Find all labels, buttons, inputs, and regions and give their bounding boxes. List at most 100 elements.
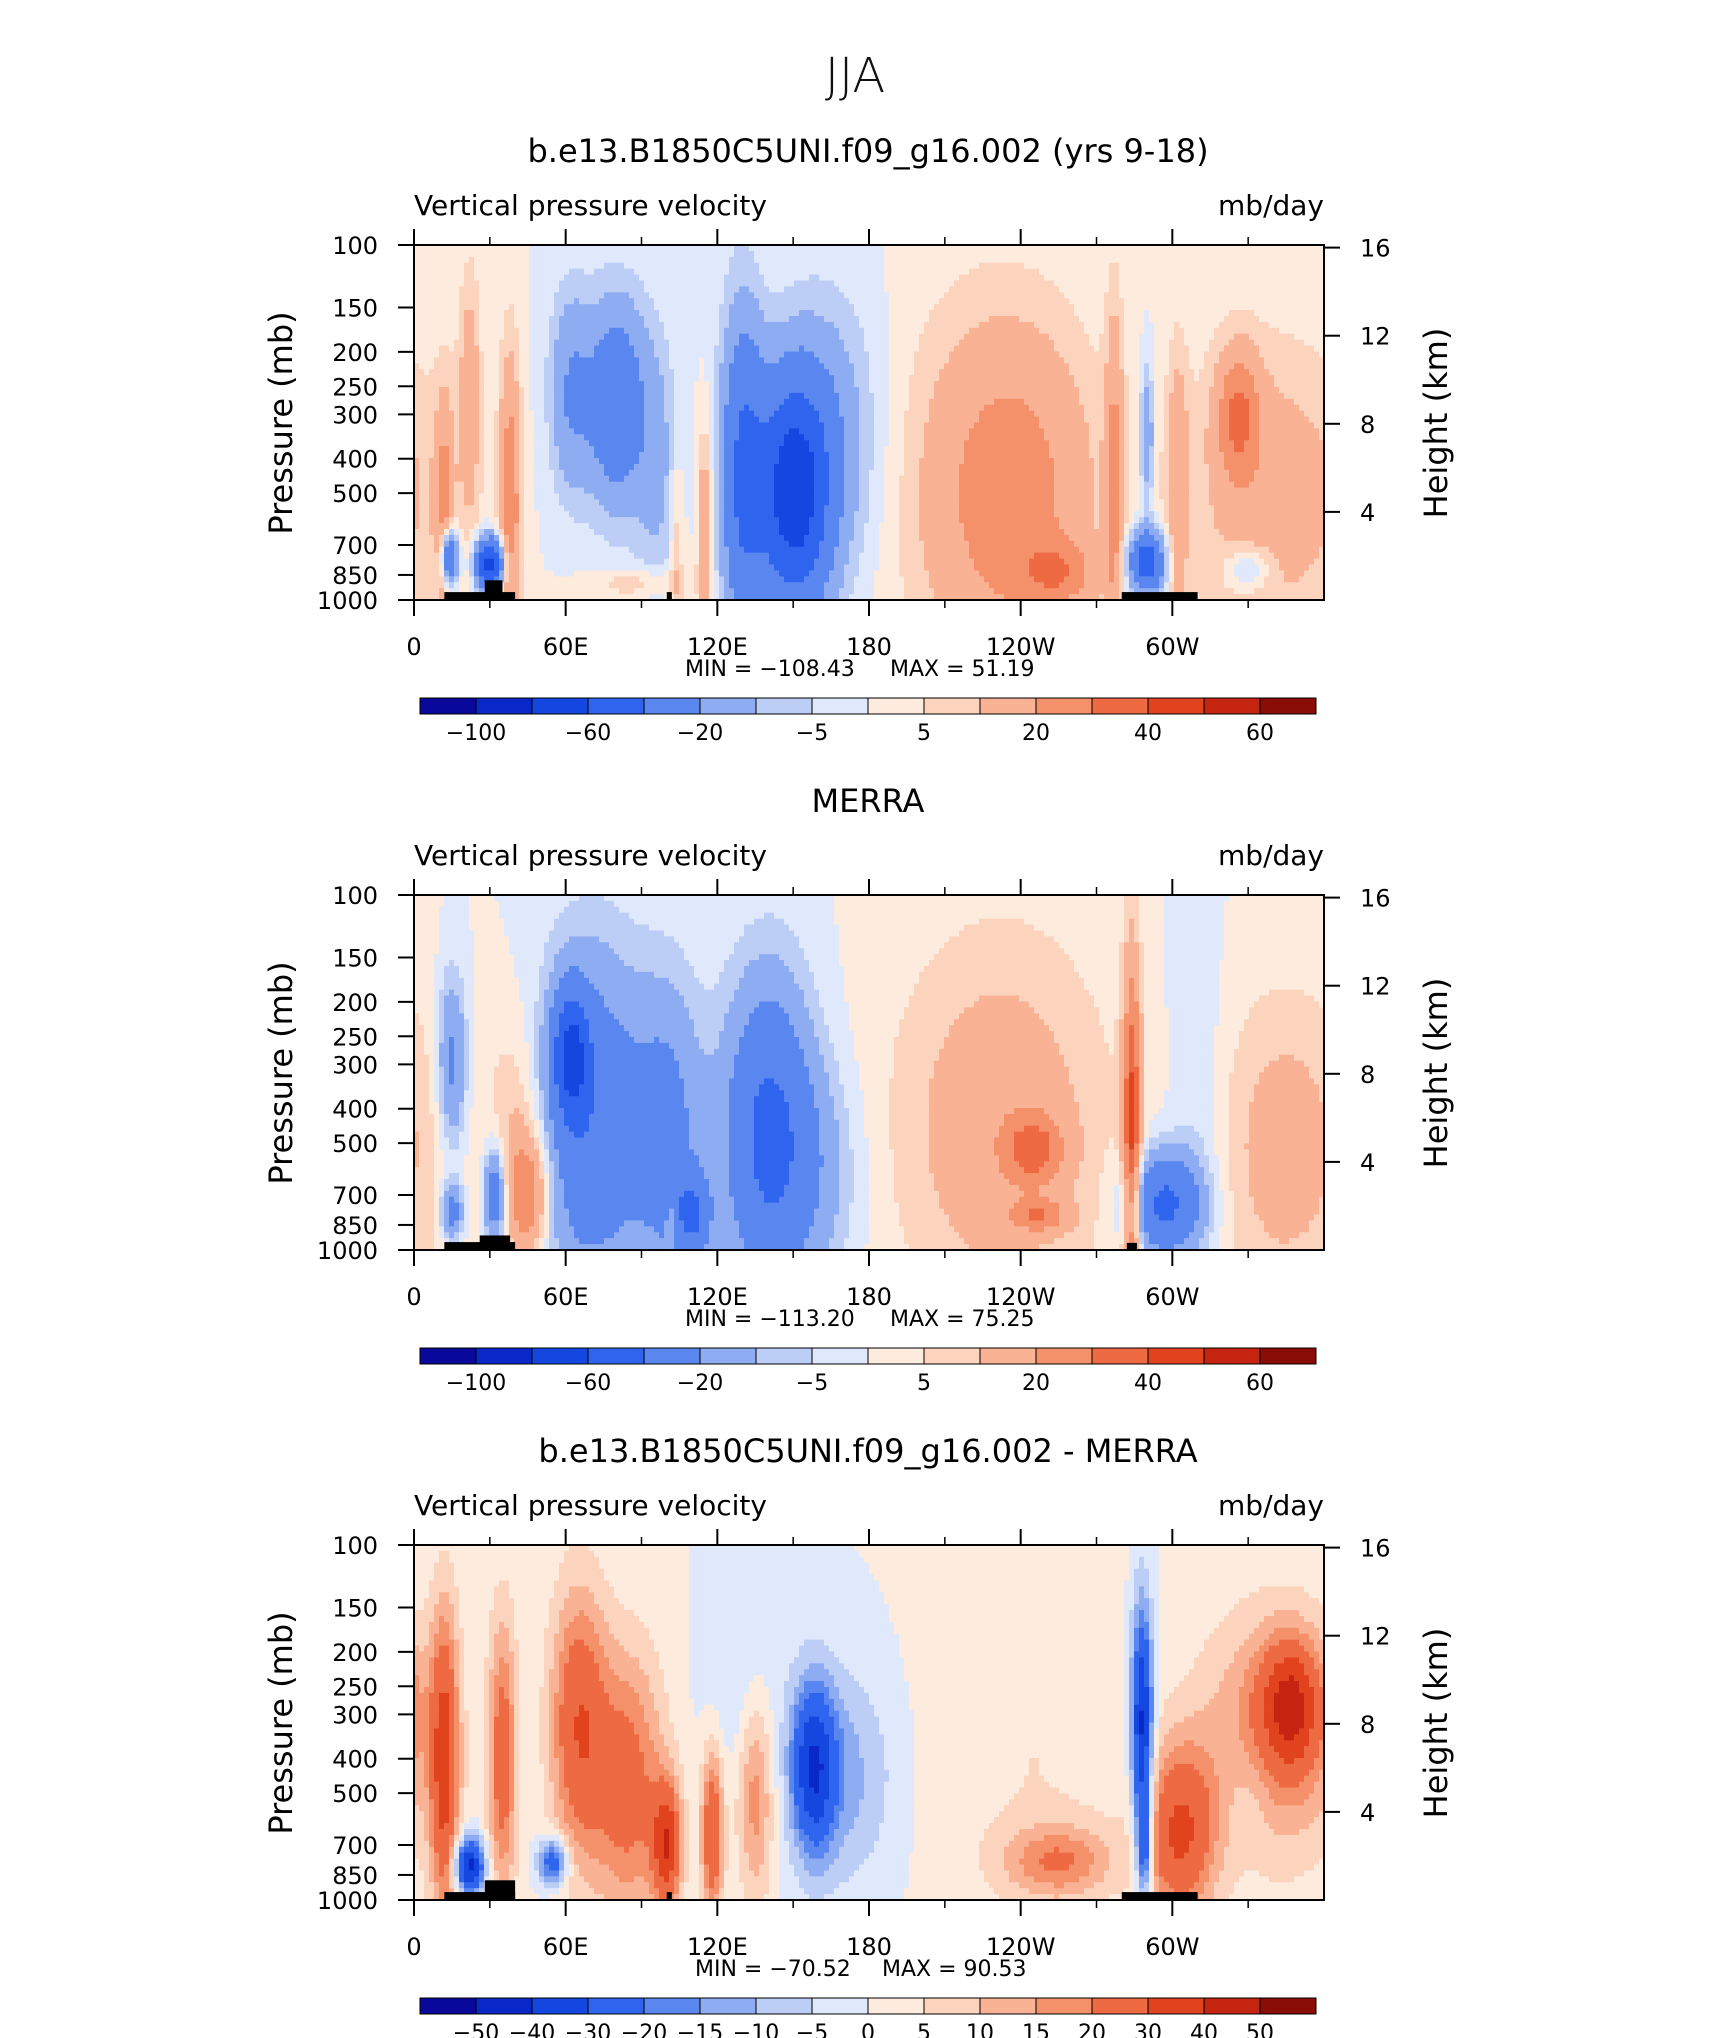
heatmap-cell bbox=[1139, 375, 1145, 382]
heatmap-cell bbox=[1224, 345, 1230, 353]
heatmap-cell bbox=[1289, 345, 1295, 353]
heatmap-cell bbox=[584, 398, 590, 406]
heatmap-cell bbox=[989, 369, 995, 376]
heatmap-cell bbox=[1139, 262, 1145, 270]
heatmap-cell bbox=[514, 381, 520, 388]
heatmap-cell bbox=[819, 327, 825, 335]
heatmap-cell bbox=[694, 280, 700, 288]
heatmap-cell bbox=[904, 274, 910, 282]
heatmap-cell bbox=[499, 310, 505, 317]
heatmap-cell bbox=[1194, 280, 1200, 288]
heatmap-cell bbox=[794, 369, 800, 376]
heatmap-cell bbox=[679, 345, 685, 353]
heatmap-cell bbox=[959, 280, 965, 288]
heatmap-cell bbox=[789, 363, 795, 370]
heatmap-cell bbox=[769, 381, 775, 388]
heatmap-cell bbox=[449, 292, 455, 299]
heatmap-cell bbox=[1054, 304, 1060, 311]
heatmap-cell bbox=[1004, 357, 1010, 364]
heatmap-cell bbox=[1054, 369, 1060, 376]
heatmap-cell bbox=[1044, 333, 1050, 341]
heatmap-cell bbox=[699, 339, 705, 347]
heatmap-cell bbox=[864, 268, 870, 276]
heatmap-cell bbox=[634, 316, 640, 323]
heatmap-cell bbox=[419, 316, 425, 323]
heatmap-cell bbox=[1084, 316, 1090, 323]
heatmap-cell bbox=[1279, 268, 1285, 276]
heatmap-cell bbox=[944, 256, 950, 264]
heatmap-cell bbox=[1074, 268, 1080, 276]
heatmap-cell bbox=[609, 274, 615, 282]
heatmap-cell bbox=[984, 250, 990, 258]
heatmap-cell bbox=[1084, 351, 1090, 359]
heatmap-cell bbox=[754, 286, 760, 293]
heatmap-cell bbox=[684, 298, 690, 305]
heatmap-cell bbox=[569, 345, 575, 353]
heatmap-cell bbox=[669, 286, 675, 293]
heatmap-cell bbox=[1079, 316, 1085, 323]
heatmap-cell bbox=[954, 345, 960, 353]
heatmap-cell bbox=[844, 327, 850, 335]
heatmap-cell bbox=[434, 321, 440, 329]
heatmap-cell bbox=[1019, 357, 1025, 364]
heatmap-cell bbox=[779, 351, 785, 359]
heatmap-cell bbox=[514, 404, 520, 412]
heatmap-cell bbox=[534, 363, 540, 370]
heatmap-cell bbox=[974, 286, 980, 293]
heatmap-cell bbox=[609, 298, 615, 305]
heatmap-cell bbox=[444, 381, 450, 388]
heatmap-cell bbox=[794, 381, 800, 388]
heatmap-cell bbox=[1004, 345, 1010, 353]
heatmap-cell bbox=[534, 292, 540, 299]
heatmap-cell bbox=[1244, 310, 1250, 317]
heatmap-cell bbox=[999, 351, 1005, 359]
heatmap-cell bbox=[664, 345, 670, 353]
heatmap-cell bbox=[1064, 363, 1070, 370]
heatmap-cell bbox=[1214, 245, 1220, 252]
heatmap-cell bbox=[1084, 369, 1090, 376]
heatmap-cell bbox=[794, 262, 800, 270]
heatmap-cell bbox=[774, 286, 780, 293]
heatmap-cell bbox=[1314, 274, 1320, 282]
heatmap-cell bbox=[1294, 245, 1300, 252]
heatmap-cell bbox=[504, 262, 510, 270]
heatmap-cell bbox=[849, 345, 855, 353]
heatmap-cell bbox=[969, 333, 975, 341]
heatmap-cell bbox=[1094, 280, 1100, 288]
heatmap-cell bbox=[1004, 274, 1010, 282]
heatmap-cell bbox=[584, 392, 590, 400]
heatmap-cell bbox=[999, 339, 1005, 347]
heatmap-cell bbox=[929, 250, 935, 258]
heatmap-cell bbox=[654, 310, 660, 317]
heatmap-cell bbox=[1014, 304, 1020, 311]
heatmap-cell bbox=[1014, 310, 1020, 317]
heatmap-cell bbox=[1039, 392, 1045, 400]
heatmap-cell bbox=[954, 245, 960, 252]
heatmap-cell bbox=[519, 274, 525, 282]
heatmap-cell bbox=[1304, 292, 1310, 299]
heatmap-cell bbox=[584, 351, 590, 359]
heatmap-cell bbox=[514, 280, 520, 288]
heatmap-cell bbox=[699, 274, 705, 282]
heatmap-cell bbox=[949, 280, 955, 288]
heatmap-cell bbox=[964, 245, 970, 252]
heatmap-cell bbox=[849, 292, 855, 299]
heatmap-cell bbox=[744, 304, 750, 311]
heatmap-cell bbox=[899, 250, 905, 258]
heatmap-cell bbox=[1214, 268, 1220, 276]
heatmap-cell bbox=[1099, 392, 1105, 400]
heatmap-cell bbox=[709, 262, 715, 270]
heatmap-cell bbox=[764, 404, 770, 412]
heatmap-cell bbox=[1224, 268, 1230, 276]
heatmap-cell bbox=[839, 381, 845, 388]
heatmap-cell bbox=[619, 262, 625, 270]
heatmap-cell bbox=[824, 327, 830, 335]
heatmap-cell bbox=[439, 345, 445, 353]
heatmap-cell bbox=[549, 321, 555, 329]
heatmap-cell bbox=[939, 250, 945, 258]
heatmap-cell bbox=[524, 245, 530, 252]
heatmap-cell bbox=[984, 381, 990, 388]
heatmap-cell bbox=[479, 310, 485, 317]
heatmap-cell bbox=[644, 333, 650, 341]
heatmap-cell bbox=[434, 363, 440, 370]
